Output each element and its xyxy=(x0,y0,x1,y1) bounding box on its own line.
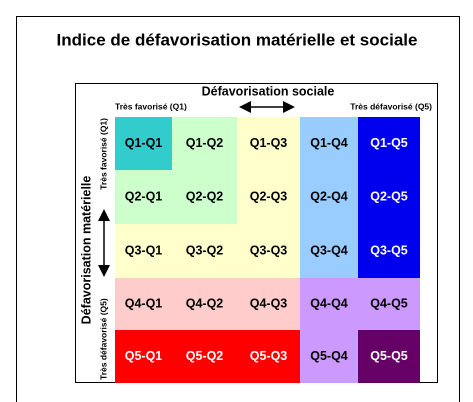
cell-label: Q3-Q5 xyxy=(370,243,408,257)
cell xyxy=(358,278,420,330)
grid: Q1-Q1 Q1-Q2 Q1-Q3 Q1-Q4 Q1-Q5 Q2-Q1 Q2-Q2 Q2-Q3… xyxy=(115,117,420,383)
cell xyxy=(115,330,172,383)
cell xyxy=(237,170,300,224)
cell xyxy=(358,170,420,224)
cell xyxy=(172,117,237,170)
cell xyxy=(300,117,358,170)
cell-label: Q1-Q5 xyxy=(370,136,408,150)
cell xyxy=(300,278,358,330)
cell xyxy=(300,170,358,224)
cell xyxy=(172,224,237,278)
cell-label: Q2-Q4 xyxy=(310,189,348,203)
cell-label: Q5-Q1 xyxy=(125,349,163,363)
cell-label: Q1-Q1 xyxy=(125,136,163,150)
cell xyxy=(300,330,358,383)
cell-label: Q5-Q5 xyxy=(370,349,408,363)
cell xyxy=(115,170,172,224)
social-high: Très défavorisé (Q5) xyxy=(350,101,432,111)
cell xyxy=(358,330,420,383)
cell xyxy=(237,224,300,278)
cell-label: Q2-Q3 xyxy=(250,189,288,203)
cell-label: Q4-Q4 xyxy=(310,296,348,310)
social-title: Défavorisation sociale xyxy=(202,84,335,98)
cell-label: Q2-Q1 xyxy=(125,189,163,203)
cell-label: Q3-Q3 xyxy=(250,243,288,257)
cell-label: Q4-Q1 xyxy=(125,296,163,310)
cell-label: Q4-Q5 xyxy=(370,296,408,310)
material-high: Très défavorisé (Q5) xyxy=(98,298,108,380)
cell xyxy=(115,278,172,330)
social-low: Très favorisé (Q1) xyxy=(115,101,187,111)
cell xyxy=(358,224,420,278)
cell xyxy=(115,117,172,170)
material-title: Défavorisation matérielle xyxy=(79,176,93,325)
cell-label: Q1-Q2 xyxy=(186,136,224,150)
cell xyxy=(237,278,300,330)
cell-label: Q1-Q3 xyxy=(250,136,288,150)
material-low: Très favorisé (Q1) xyxy=(98,118,108,190)
cell-label: Q3-Q2 xyxy=(186,243,224,257)
cell-label: Q4-Q2 xyxy=(186,296,224,310)
cell-label: Q4-Q3 xyxy=(250,296,288,310)
cell xyxy=(172,278,237,330)
cell-label: Q2-Q2 xyxy=(186,189,224,203)
cell-label: Q2-Q5 xyxy=(370,189,408,203)
cell-label: Q1-Q4 xyxy=(310,136,348,150)
cell xyxy=(358,117,420,170)
cell xyxy=(237,117,300,170)
cell xyxy=(172,330,237,383)
cell-label: Q5-Q3 xyxy=(250,349,288,363)
cell xyxy=(172,170,237,224)
cell xyxy=(300,224,358,278)
cell xyxy=(237,330,300,383)
cell-label: Q5-Q2 xyxy=(186,349,224,363)
cell-label: Q5-Q4 xyxy=(310,349,348,363)
cell-label: Q3-Q1 xyxy=(125,243,163,257)
cell-label: Q3-Q4 xyxy=(310,243,348,257)
cell xyxy=(115,224,172,278)
title: Indice de défavorisation matérielle et s… xyxy=(57,30,418,49)
